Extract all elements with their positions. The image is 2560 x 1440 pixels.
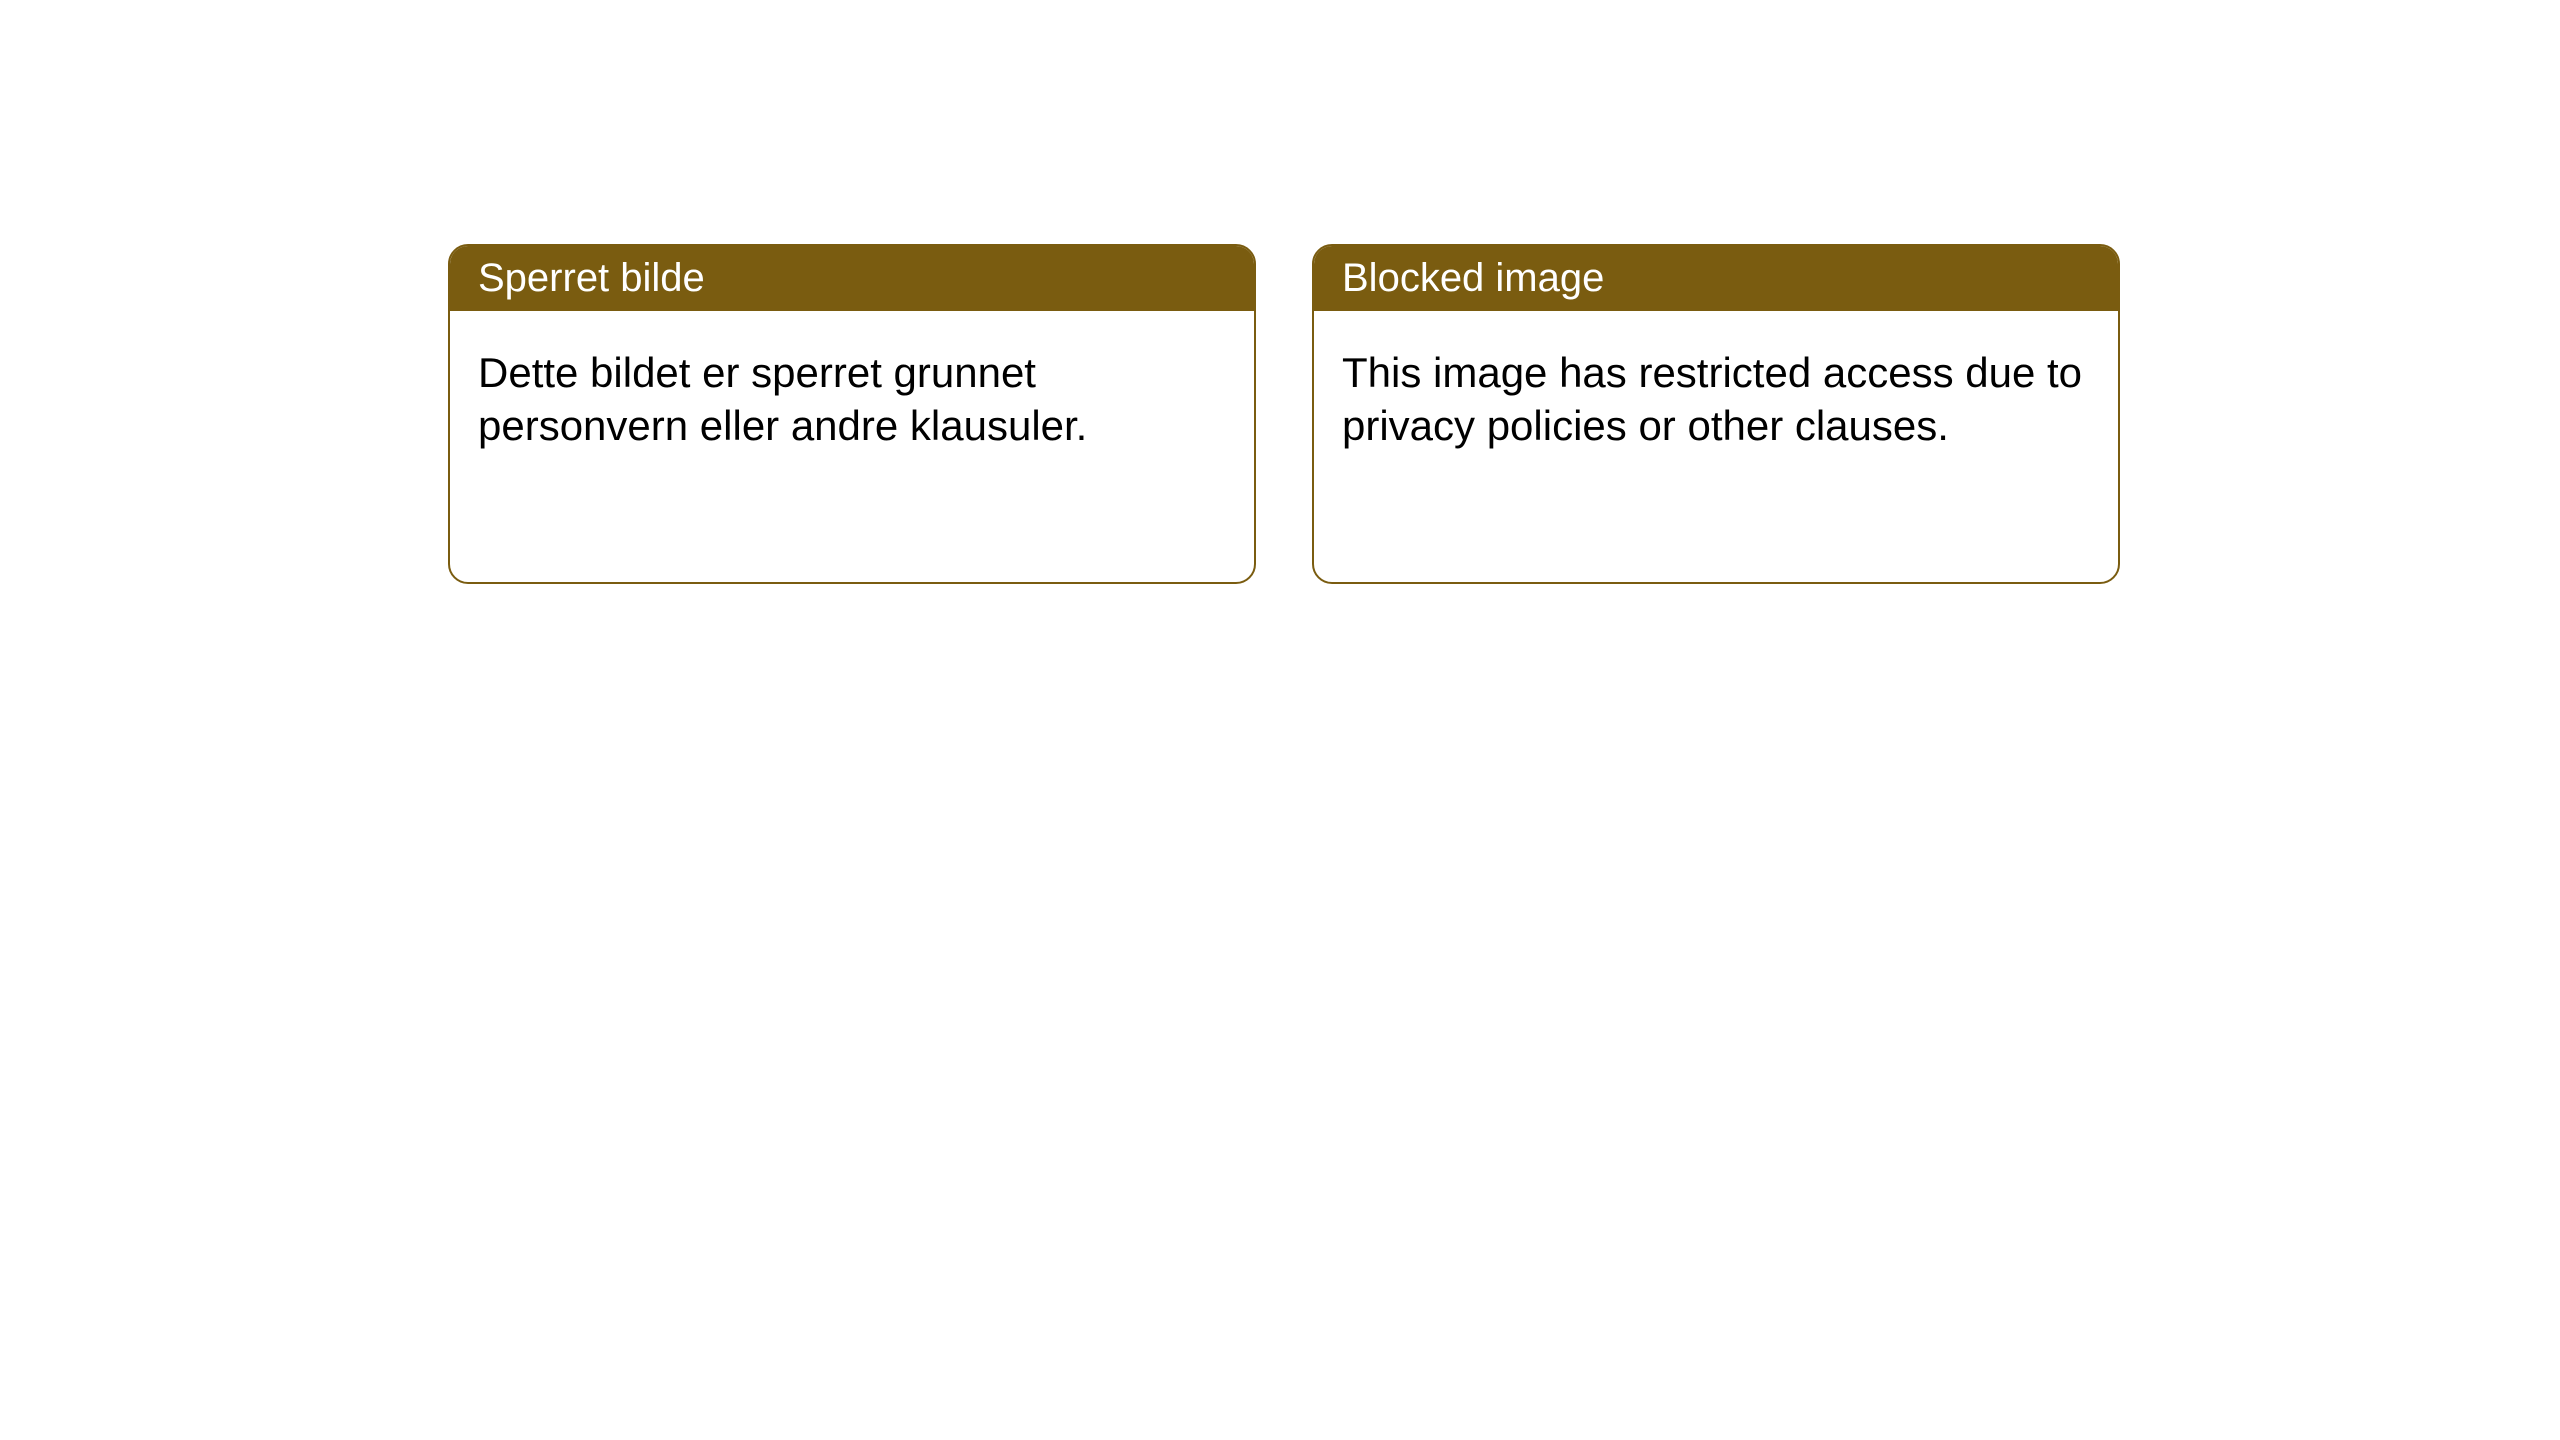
- notice-container: Sperret bilde Dette bildet er sperret gr…: [0, 0, 2560, 584]
- notice-title: Blocked image: [1314, 246, 2118, 311]
- notice-title: Sperret bilde: [450, 246, 1254, 311]
- notice-body: Dette bildet er sperret grunnet personve…: [450, 311, 1254, 488]
- notice-box-norwegian: Sperret bilde Dette bildet er sperret gr…: [448, 244, 1256, 584]
- notice-body: This image has restricted access due to …: [1314, 311, 2118, 488]
- notice-box-english: Blocked image This image has restricted …: [1312, 244, 2120, 584]
